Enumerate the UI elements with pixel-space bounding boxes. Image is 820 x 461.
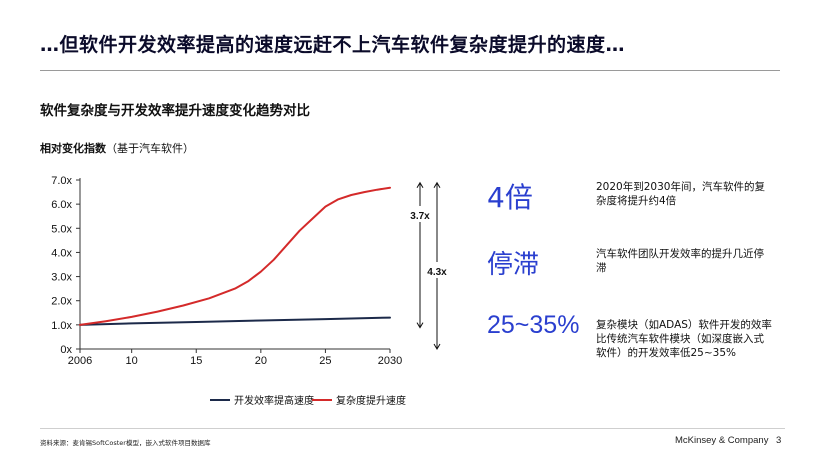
x-tick-label: 10 xyxy=(126,355,138,367)
y-axis-caption: 相对变化指数（基于汽车软件） xyxy=(40,140,194,156)
series-line-1 xyxy=(79,316,391,326)
x-tick-label: 2006 xyxy=(68,355,92,367)
y-tick-label: 4.0x xyxy=(51,247,72,259)
footer-divider xyxy=(40,428,785,429)
x-tick-label: 2030 xyxy=(378,355,402,367)
page-number: 3 xyxy=(776,435,782,446)
x-tick-label: 25 xyxy=(319,355,331,367)
annotation-3-7x-bg xyxy=(406,206,434,222)
y-axis-caption-bold: 相对变化指数 xyxy=(40,142,106,155)
x-tick-label: 15 xyxy=(190,355,202,367)
brand-name: McKinsey & Company xyxy=(675,435,769,446)
y-axis-caption-rest: （基于汽车软件） xyxy=(106,142,194,155)
bracket-4-3x-arrow-bottom xyxy=(433,343,441,350)
y-tick-label: 2.0x xyxy=(51,296,72,308)
annotation-3-7x: 3.7x xyxy=(410,211,430,222)
title-divider xyxy=(40,70,780,71)
source-note: 资料来源：麦肯锡SoftCoster模型，嵌入式软件项目数据库 xyxy=(40,439,211,447)
y-tick-label: 5.0x xyxy=(51,223,72,235)
page-title: …但软件开发效率提高的速度远赶不上汽车软件复杂度提升的速度… xyxy=(40,34,626,56)
stat-desc-3: 复杂模块（如ADAS）软件开发的效率比传统汽车软件模块（如深度嵌入式软件）的开发… xyxy=(596,319,772,359)
stat-value-2: 停滞 xyxy=(487,250,540,280)
bracket-3-7x-arrow-top xyxy=(416,181,424,188)
y-tick-label: 3.0x xyxy=(51,272,72,284)
bracket-3-7x-arrow-bottom xyxy=(416,322,424,329)
stat-value-3: 25~35% xyxy=(487,311,580,339)
stat-value-1: 4倍 xyxy=(487,181,533,214)
y-tick-label: 1.0x xyxy=(51,320,72,332)
stat-desc-1: 2020年到2030年间，汽车软件的复杂度将提升约4倍 xyxy=(596,181,765,207)
stat-desc-2: 汽车软件团队开发效率的提升几近停滞 xyxy=(596,248,764,274)
chart-subtitle: 软件复杂度与开发效率提升速度变化趋势对比 xyxy=(40,103,310,119)
annotation-4-3x: 4.3x xyxy=(427,267,447,278)
legend-label-1: 开发效率提高速度 xyxy=(234,394,314,407)
y-tick-label: 0x xyxy=(60,344,72,356)
annotation-4-3x-bg xyxy=(423,262,451,278)
bracket-4-3x-arrow-top xyxy=(433,181,441,188)
legend-label-2: 复杂度提升速度 xyxy=(336,394,406,407)
x-tick-label: 20 xyxy=(255,355,267,367)
y-tick-label: 6.0x xyxy=(51,199,72,211)
y-tick-label: 7.0x xyxy=(51,175,72,187)
series-line-2 xyxy=(79,186,391,326)
